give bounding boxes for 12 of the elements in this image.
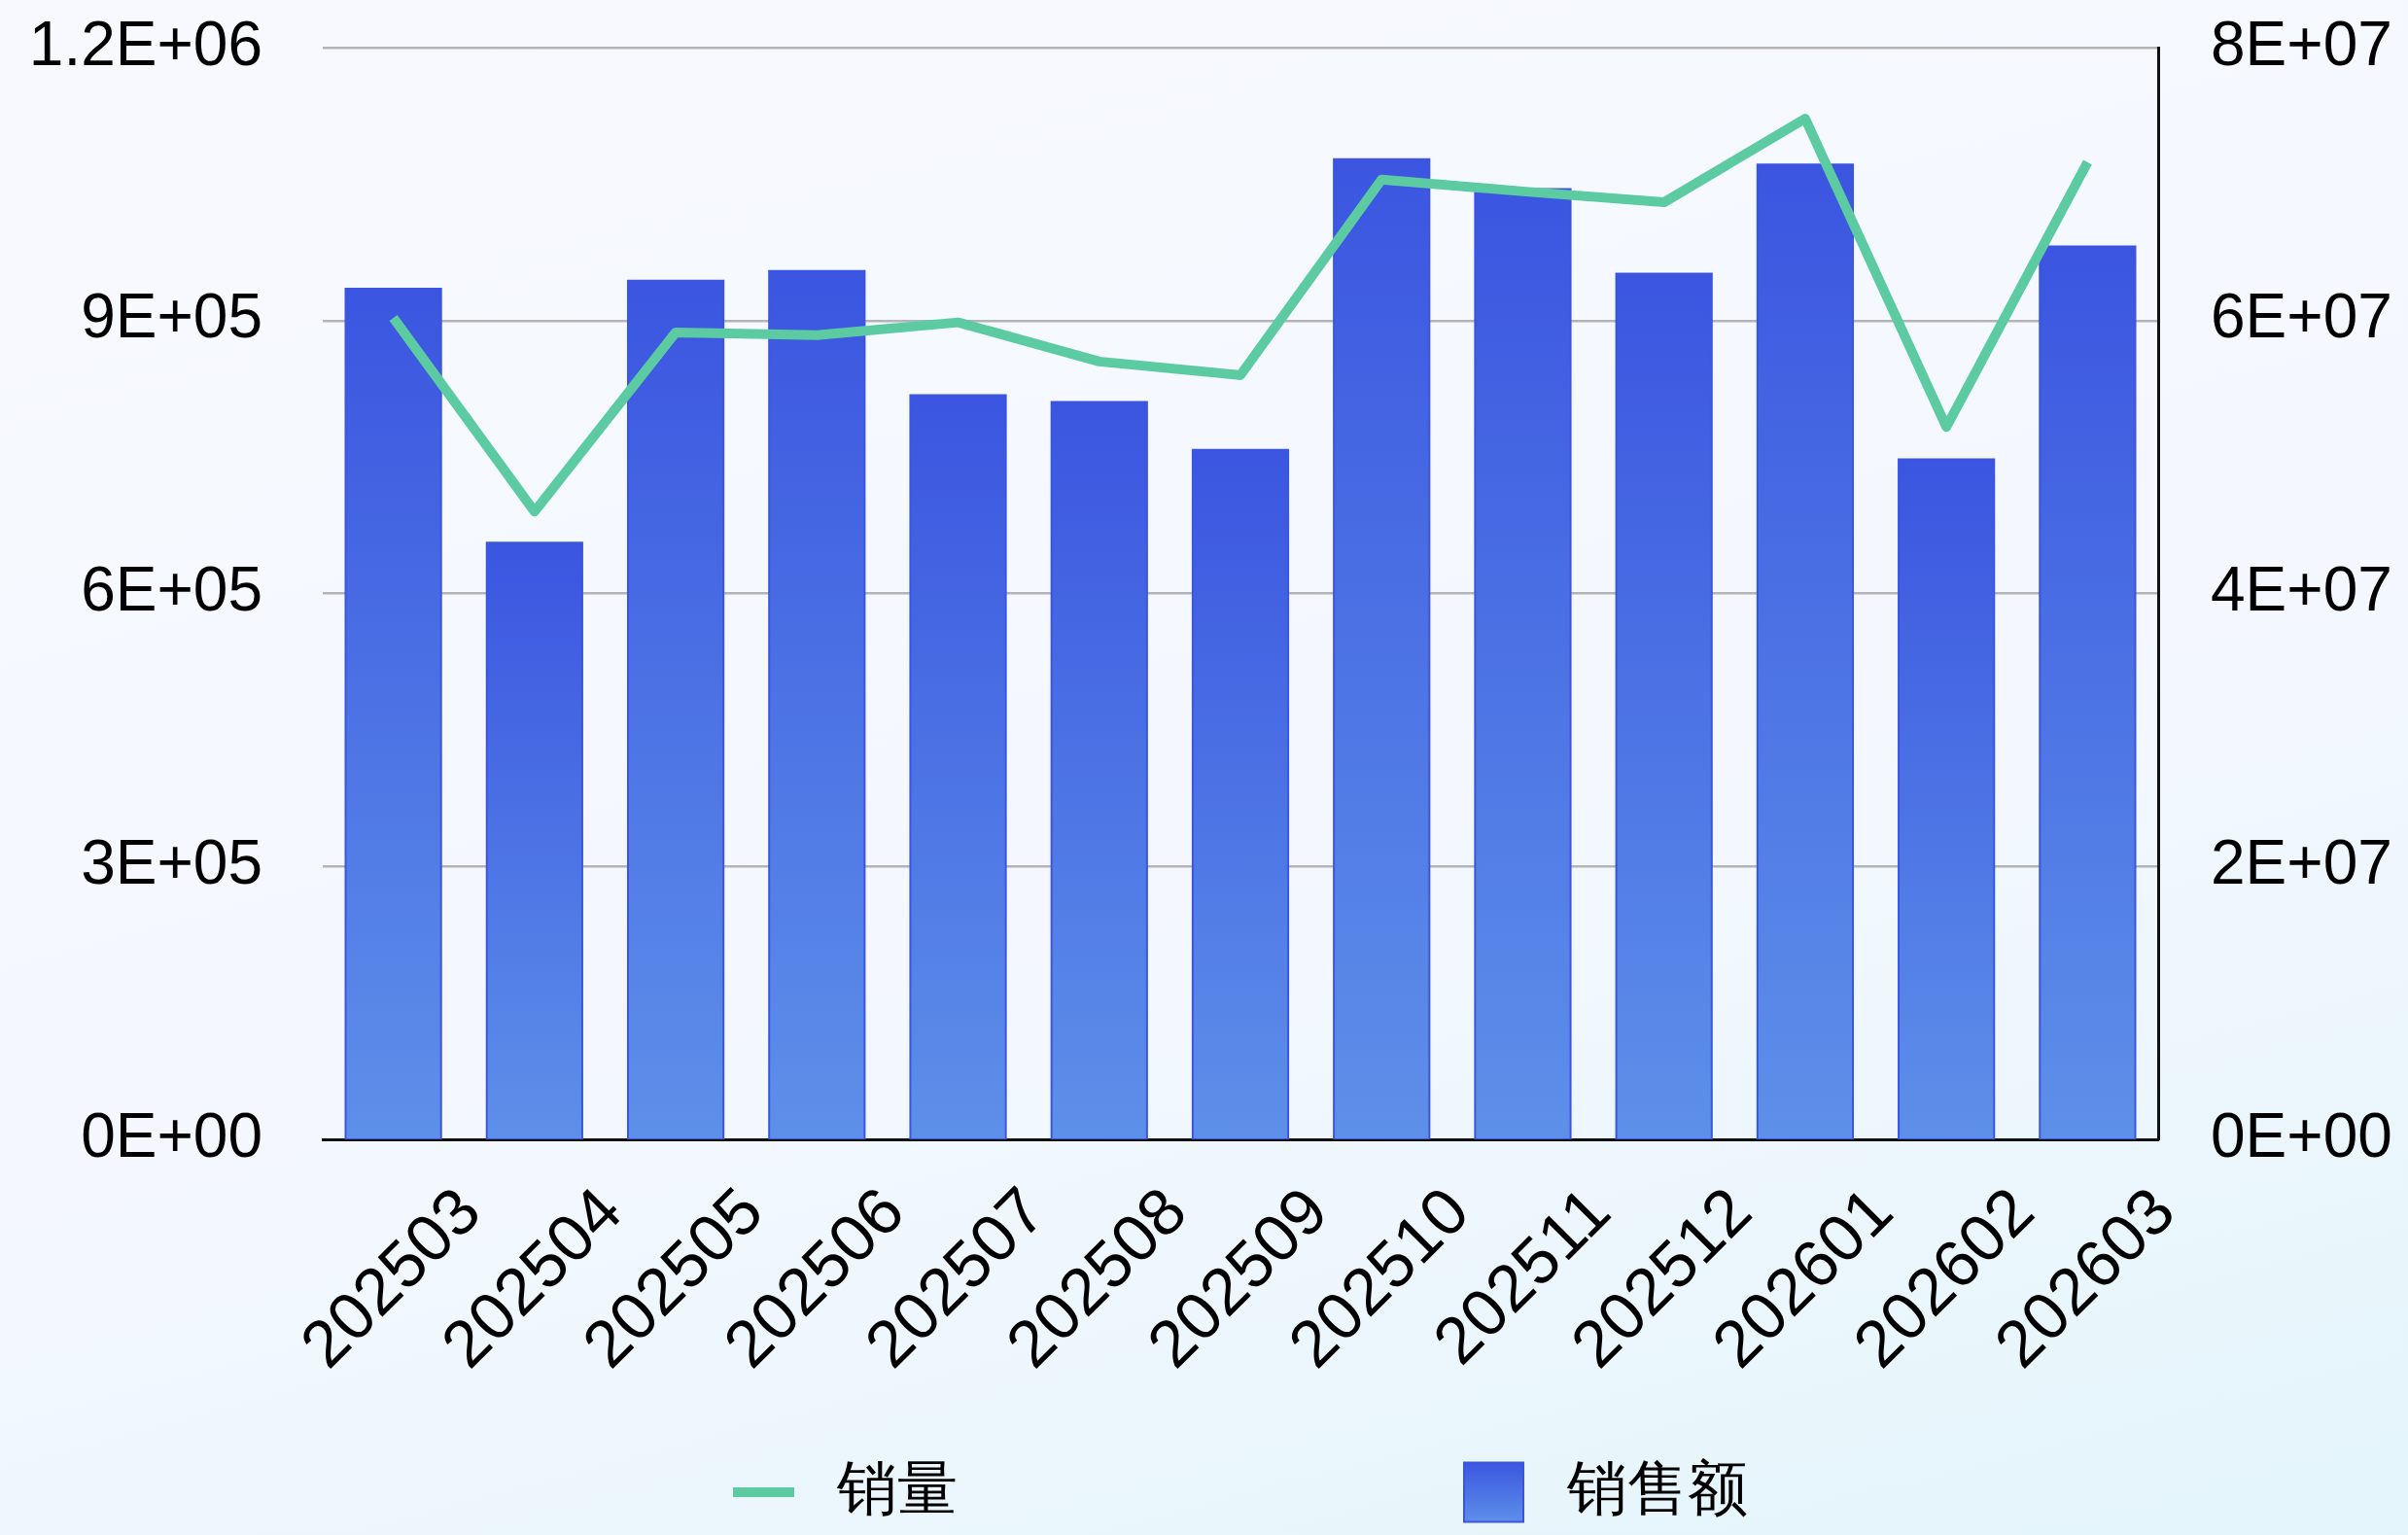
legend-label: 销量 [836,1454,958,1522]
y2-tick-label: 2E+07 [2211,826,2392,897]
y-tick-label: 1.2E+06 [28,8,262,79]
y2-tick-label: 4E+07 [2211,554,2392,625]
y-tick-label: 9E+05 [81,281,262,352]
legend-label: 销售额 [1566,1454,1748,1522]
y-tick-label: 3E+05 [81,826,262,897]
y2-tick-label: 0E+00 [2211,1099,2392,1170]
y-tick-label: 6E+05 [81,554,262,625]
y2-tick-label: 8E+07 [2211,8,2392,79]
y2-tick-label: 6E+07 [2211,281,2392,352]
y-tick-label: 0E+00 [81,1099,262,1170]
